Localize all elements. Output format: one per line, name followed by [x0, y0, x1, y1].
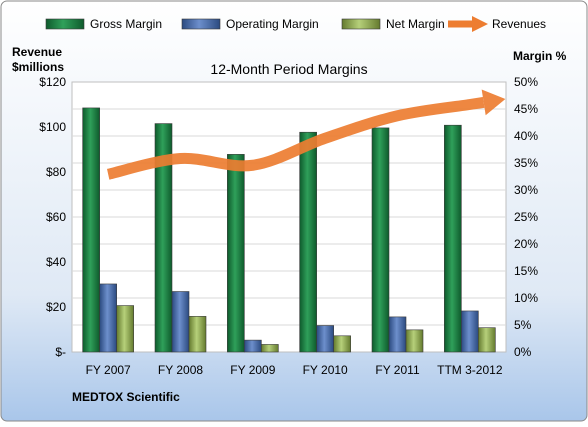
bar-operating-margin — [461, 310, 479, 353]
left-tick-label: $20 — [46, 300, 66, 314]
right-tick-label: 10% — [514, 291, 538, 305]
footer-label: MEDTOX Scientific — [72, 390, 180, 404]
bar-net-margin — [261, 344, 279, 353]
left-tick-label: $80 — [46, 165, 66, 179]
left-tick-label: $40 — [46, 255, 66, 269]
right-tick-label: 40% — [514, 129, 538, 143]
bar-gross-margin — [444, 124, 462, 353]
revenue-curve — [106, 96, 485, 180]
right-tick-label: 0% — [514, 345, 532, 359]
category-label: TTM 3-2012 — [437, 363, 503, 377]
bar-operating-margin — [171, 291, 190, 353]
bars — [82, 107, 496, 353]
legend-swatch — [181, 18, 221, 30]
bar-net-margin — [478, 327, 496, 353]
gridlines — [72, 108, 506, 326]
revenue-arrowhead — [481, 89, 506, 116]
legend-swatch — [45, 18, 85, 30]
revenue-line — [106, 89, 506, 180]
chart-title: 12-Month Period Margins — [210, 61, 367, 77]
category-label: FY 2011 — [375, 363, 420, 377]
right-tick-label: 30% — [514, 183, 538, 197]
category-label: FY 2009 — [230, 363, 275, 377]
legend-label: Gross Margin — [90, 17, 162, 31]
legend-label: Operating Margin — [226, 17, 319, 31]
right-tick-label: 45% — [514, 102, 538, 116]
bar-net-margin — [188, 316, 207, 353]
bar-net-margin — [333, 335, 351, 353]
bar-net-margin — [116, 305, 134, 353]
right-tick-label: 20% — [514, 237, 538, 251]
bar-gross-margin — [154, 123, 173, 353]
bar-gross-margin — [299, 131, 317, 353]
left-axis-label-line1: Revenue — [12, 45, 62, 59]
bar-operating-margin — [388, 316, 407, 353]
bar-gross-margin — [227, 154, 245, 353]
right-tick-label: 35% — [514, 156, 538, 170]
bar-operating-margin — [99, 283, 117, 353]
left-axis-label-line2: $millions — [12, 60, 64, 74]
category-label: FY 2010 — [303, 363, 348, 377]
right-tick-label: 50% — [514, 75, 538, 89]
category-labels: FY 2007 FY 2008 FY 2009 FY 2010 FY 2011 TTM 3… — [86, 363, 503, 377]
legend-swatch — [341, 18, 381, 30]
bar-operating-margin — [244, 339, 262, 353]
bar-net-margin — [405, 329, 424, 353]
right-tick-label: 15% — [514, 264, 538, 278]
bar-gross-margin — [371, 127, 390, 353]
right-tick-label: 25% — [514, 210, 538, 224]
left-tick-label: $- — [55, 345, 66, 359]
legend-label: Revenues — [492, 17, 546, 31]
left-tick-label: $60 — [46, 210, 66, 224]
right-tick-label: 5% — [514, 318, 532, 332]
right-axis-label: Margin % — [513, 49, 567, 63]
category-label: FY 2008 — [158, 363, 203, 377]
legend-label: Net Margin — [386, 17, 445, 31]
category-label: FY 2007 — [86, 363, 131, 377]
left-tick-label: $120 — [39, 75, 66, 89]
bar-gross-margin — [82, 107, 100, 353]
legend: Gross Margin Operating Margin Net Margin Re… — [45, 16, 546, 32]
right-axis-ticks: 0% 5% 10% 15% 20% 25% 30% 35% 40% 45% 50% — [514, 75, 538, 359]
left-axis-ticks: $- $20 $40 $60 $80 $100 $120 — [39, 75, 66, 359]
bar-operating-margin — [316, 325, 334, 353]
left-tick-label: $100 — [39, 120, 66, 134]
legend-swatch-arrow — [472, 16, 488, 32]
